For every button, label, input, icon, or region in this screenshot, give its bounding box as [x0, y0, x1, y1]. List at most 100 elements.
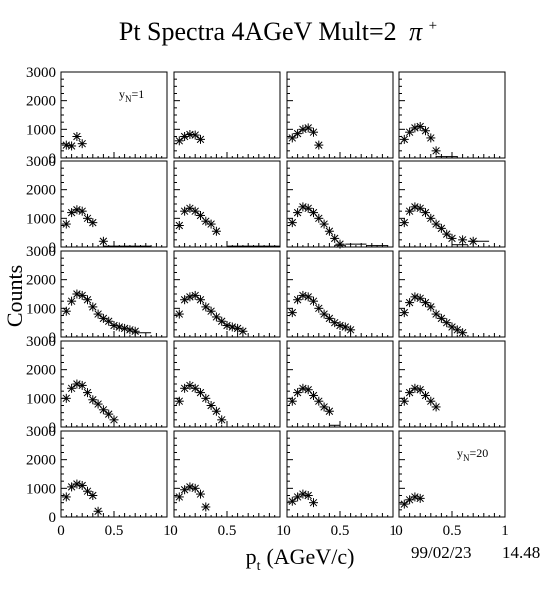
- marker-stroke: [427, 134, 435, 142]
- marker-stroke: [309, 391, 318, 400]
- marker-stroke: [67, 384, 76, 393]
- y-tick-label: 0: [49, 510, 57, 526]
- data-point: [431, 402, 441, 412]
- marker-stroke: [458, 236, 467, 244]
- data-point: [293, 208, 303, 218]
- data-point: [88, 302, 98, 312]
- marker-stroke: [400, 397, 409, 405]
- panel-frame: [286, 71, 394, 159]
- marker-stroke: [196, 135, 205, 144]
- panel-ticks: [286, 340, 394, 428]
- annotation-main: y: [119, 87, 125, 101]
- marker-stroke: [191, 207, 199, 215]
- marker-stroke: [94, 400, 102, 408]
- x-tick-label: 0: [395, 523, 403, 539]
- title-pion-symbol: π: [409, 17, 423, 46]
- chart-title: Pt Spectra 4AGeV Mult=2 π +: [119, 17, 437, 46]
- marker-stroke: [78, 139, 86, 148]
- data-point: [77, 206, 87, 216]
- marker-stroke: [191, 291, 199, 300]
- marker-stroke: [288, 308, 297, 317]
- data-point: [405, 388, 415, 398]
- y-tick-label: 3000: [26, 424, 56, 440]
- data-point: [319, 219, 329, 229]
- x-tick-label: 0: [170, 523, 178, 539]
- marker-stroke: [131, 327, 139, 335]
- marker-stroke: [196, 211, 205, 220]
- marker-stroke: [330, 234, 339, 243]
- data-point: [293, 388, 303, 398]
- marker-stroke: [67, 142, 76, 150]
- x-tick-label: 0.5: [218, 523, 237, 539]
- marker-stroke: [325, 227, 334, 235]
- marker-stroke: [304, 204, 312, 213]
- marker-stroke: [320, 220, 328, 228]
- data-point: [421, 126, 430, 136]
- marker-stroke: [62, 394, 71, 403]
- marker-stroke: [212, 407, 221, 415]
- data-point: [174, 309, 184, 319]
- data-point: [399, 218, 409, 228]
- panel-ticks: [60, 71, 168, 159]
- marker-stroke: [448, 323, 456, 331]
- marker-stroke: [239, 327, 247, 335]
- marker-stroke: [293, 296, 302, 304]
- panel-7: [286, 160, 394, 249]
- data-point: [426, 133, 436, 143]
- y-tick-label: 0: [49, 151, 57, 167]
- marker-stroke: [89, 491, 97, 500]
- panel-annotation-20: yN=20: [457, 446, 488, 463]
- data-point: [67, 141, 77, 151]
- time-stamp: 14.48: [502, 543, 540, 562]
- marker-stroke: [62, 307, 71, 315]
- marker-stroke: [304, 124, 312, 132]
- data-point: [330, 233, 340, 243]
- panel-ticks: [286, 250, 394, 338]
- marker-stroke: [202, 217, 210, 225]
- marker-stroke: [432, 403, 440, 411]
- marker-stroke: [320, 403, 328, 411]
- data-point: [287, 133, 297, 143]
- marker-stroke: [400, 218, 409, 227]
- marker-stroke: [320, 310, 328, 318]
- marker-stroke: [458, 328, 467, 337]
- data-point: [293, 492, 303, 502]
- marker-stroke: [416, 386, 424, 394]
- data-point: [303, 123, 313, 133]
- data-point: [314, 213, 324, 223]
- marker-stroke: [78, 481, 86, 490]
- marker-stroke: [309, 297, 318, 305]
- panel-2: [173, 71, 281, 159]
- panel-frame: [173, 430, 281, 518]
- y-axis-label: Counts: [2, 265, 27, 327]
- data-point: [77, 290, 87, 300]
- x-tick-label: 0.5: [105, 523, 124, 539]
- marker-stroke: [288, 497, 297, 505]
- data-point: [88, 218, 98, 228]
- marker-stroke: [186, 204, 194, 213]
- data-point: [431, 146, 441, 156]
- marker-stroke: [180, 296, 189, 304]
- y-tick-label: 2000: [26, 183, 56, 199]
- marker-stroke: [453, 326, 462, 334]
- marker-stroke: [293, 129, 302, 138]
- data-point: [72, 132, 82, 141]
- data-point: [174, 221, 184, 230]
- marker-stroke: [217, 416, 226, 424]
- marker-stroke: [304, 491, 312, 500]
- marker-stroke: [62, 220, 71, 228]
- panel-frame: [60, 160, 168, 248]
- marker-stroke: [427, 214, 435, 223]
- marker-stroke: [175, 397, 184, 405]
- svg-text:Pt Spectra 4AGeV Mult=2: Pt Spectra 4AGeV Mult=2 π +: [119, 17, 437, 46]
- marker-stroke: [196, 388, 205, 397]
- marker-stroke: [94, 507, 102, 515]
- data-point: [421, 298, 430, 308]
- x-axis-label-main: p: [246, 544, 257, 569]
- marker-stroke: [416, 122, 424, 131]
- marker-stroke: [432, 310, 440, 318]
- marker-stroke: [73, 132, 81, 141]
- data-point: [314, 140, 324, 150]
- panel-grid: 0100020003000010002000300001000200030000…: [26, 65, 509, 539]
- marker-stroke: [315, 141, 323, 149]
